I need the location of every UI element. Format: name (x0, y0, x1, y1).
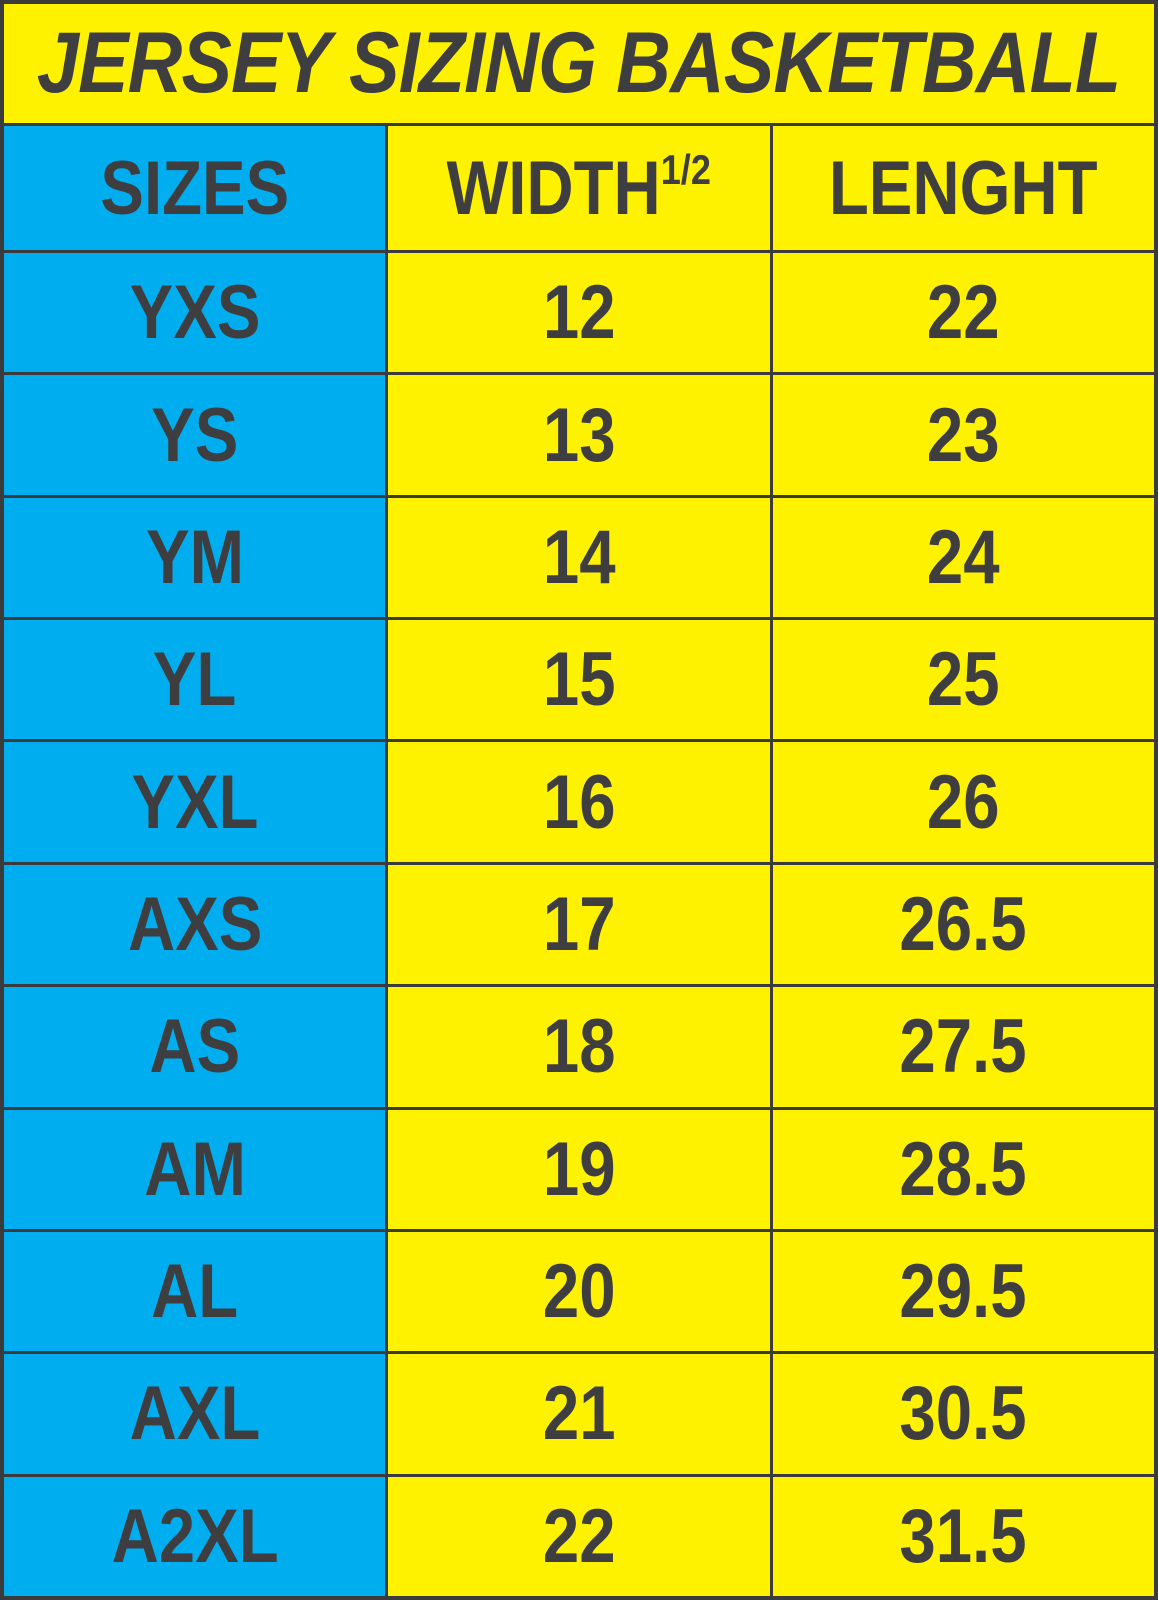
width-value: 13 (542, 392, 616, 478)
width-value: 15 (542, 637, 616, 723)
table-row: YS 13 23 (4, 372, 1154, 495)
size-cell: YXS (4, 253, 386, 373)
length-cell: 25 (769, 620, 1154, 740)
width-value: 16 (542, 759, 616, 845)
width-cell: 16 (385, 742, 770, 862)
size-label: YL (152, 637, 237, 723)
width-superscript: 1/2 (660, 145, 712, 193)
length-value: 28.5 (899, 1126, 1027, 1212)
length-cell: 31.5 (769, 1476, 1154, 1596)
table-row: AXS 17 26.5 (4, 861, 1154, 985)
length-value: 29.5 (899, 1249, 1027, 1335)
table-row: YM 14 24 (4, 494, 1154, 618)
width-cell: 19 (385, 1109, 770, 1229)
table-header-row: SIZES WIDTH1/2 LENGHT (4, 123, 1154, 250)
length-value: 26.5 (899, 881, 1027, 967)
length-cell: 23 (769, 375, 1154, 495)
width-cell: 18 (385, 987, 770, 1107)
size-label: YS (151, 392, 239, 478)
width-cell: 15 (385, 620, 770, 740)
size-label: AS (149, 1004, 241, 1090)
header-cell-width: WIDTH1/2 (385, 126, 770, 250)
length-cell: 26 (769, 742, 1154, 862)
width-cell: 12 (385, 253, 770, 373)
length-cell: 26.5 (769, 864, 1154, 985)
length-cell: 27.5 (769, 987, 1154, 1107)
table-row: YXS 12 22 (4, 250, 1154, 373)
size-cell: A2XL (4, 1476, 386, 1596)
size-label: A2XL (111, 1493, 279, 1579)
header-sizes-label: SIZES (100, 145, 290, 231)
size-label: AXS (127, 881, 262, 967)
header-length-label: LENGHT (828, 145, 1098, 231)
width-cell: 14 (385, 497, 770, 618)
width-value: 21 (542, 1371, 616, 1457)
table-row: AXL 21 30.5 (4, 1351, 1154, 1474)
title-banner: JERSEY SIZING BASKETBALL (4, 4, 1154, 123)
size-cell: YM (4, 497, 386, 618)
table-row: YXL 16 26 (4, 739, 1154, 862)
size-cell: AL (4, 1231, 386, 1352)
page-title: JERSEY SIZING BASKETBALL (37, 15, 1121, 111)
width-value: 12 (542, 270, 616, 356)
size-label: YM (145, 514, 244, 600)
length-value: 30.5 (899, 1371, 1027, 1457)
width-value: 17 (542, 881, 616, 967)
size-cell: AM (4, 1109, 386, 1229)
size-cell: AXL (4, 1354, 386, 1474)
length-cell: 30.5 (769, 1354, 1154, 1474)
width-value: 22 (542, 1493, 616, 1579)
width-value: 14 (542, 514, 616, 600)
width-cell: 13 (385, 375, 770, 495)
size-label: YXL (131, 759, 259, 845)
length-value: 23 (926, 392, 1000, 478)
size-cell: YS (4, 375, 386, 495)
length-value: 27.5 (899, 1004, 1027, 1090)
width-cell: 17 (385, 864, 770, 985)
size-label: AM (143, 1126, 246, 1212)
length-value: 25 (926, 637, 1000, 723)
length-value: 26 (926, 759, 1000, 845)
length-cell: 24 (769, 497, 1154, 618)
length-value: 31.5 (899, 1493, 1027, 1579)
table-row: AL 20 29.5 (4, 1228, 1154, 1352)
width-cell: 21 (385, 1354, 770, 1474)
header-width-label: WIDTH1/2 (446, 145, 712, 231)
size-label: AXL (129, 1371, 261, 1457)
table-row: AM 19 28.5 (4, 1106, 1154, 1229)
width-value: 19 (542, 1126, 616, 1212)
length-cell: 28.5 (769, 1109, 1154, 1229)
width-cell: 20 (385, 1231, 770, 1352)
size-cell: YL (4, 620, 386, 740)
length-cell: 22 (769, 253, 1154, 373)
table-row: A2XL 22 31.5 (4, 1473, 1154, 1596)
size-cell: AXS (4, 864, 386, 985)
width-value: 20 (542, 1249, 616, 1335)
size-label: YXS (129, 270, 261, 356)
width-value: 18 (542, 1004, 616, 1090)
length-value: 22 (926, 270, 1000, 356)
table-row: AS 18 27.5 (4, 984, 1154, 1107)
length-cell: 29.5 (769, 1231, 1154, 1352)
width-cell: 22 (385, 1476, 770, 1596)
header-cell-length: LENGHT (769, 126, 1154, 250)
length-value: 24 (926, 514, 1000, 600)
size-label: AL (151, 1249, 239, 1335)
size-cell: YXL (4, 742, 386, 862)
size-cell: AS (4, 987, 386, 1107)
header-cell-sizes: SIZES (4, 126, 386, 250)
table-row: YL 15 25 (4, 617, 1154, 740)
